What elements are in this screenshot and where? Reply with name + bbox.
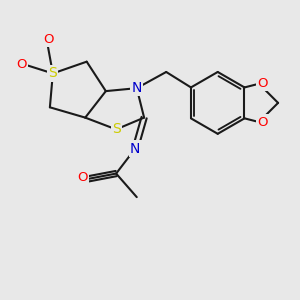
Text: S: S — [49, 66, 57, 80]
Text: O: O — [257, 116, 268, 128]
Text: O: O — [257, 77, 268, 90]
Text: O: O — [43, 33, 54, 46]
Text: O: O — [78, 172, 88, 184]
Text: N: N — [132, 81, 142, 95]
Text: N: N — [130, 142, 140, 155]
Text: O: O — [16, 58, 27, 71]
Text: S: S — [112, 122, 121, 136]
